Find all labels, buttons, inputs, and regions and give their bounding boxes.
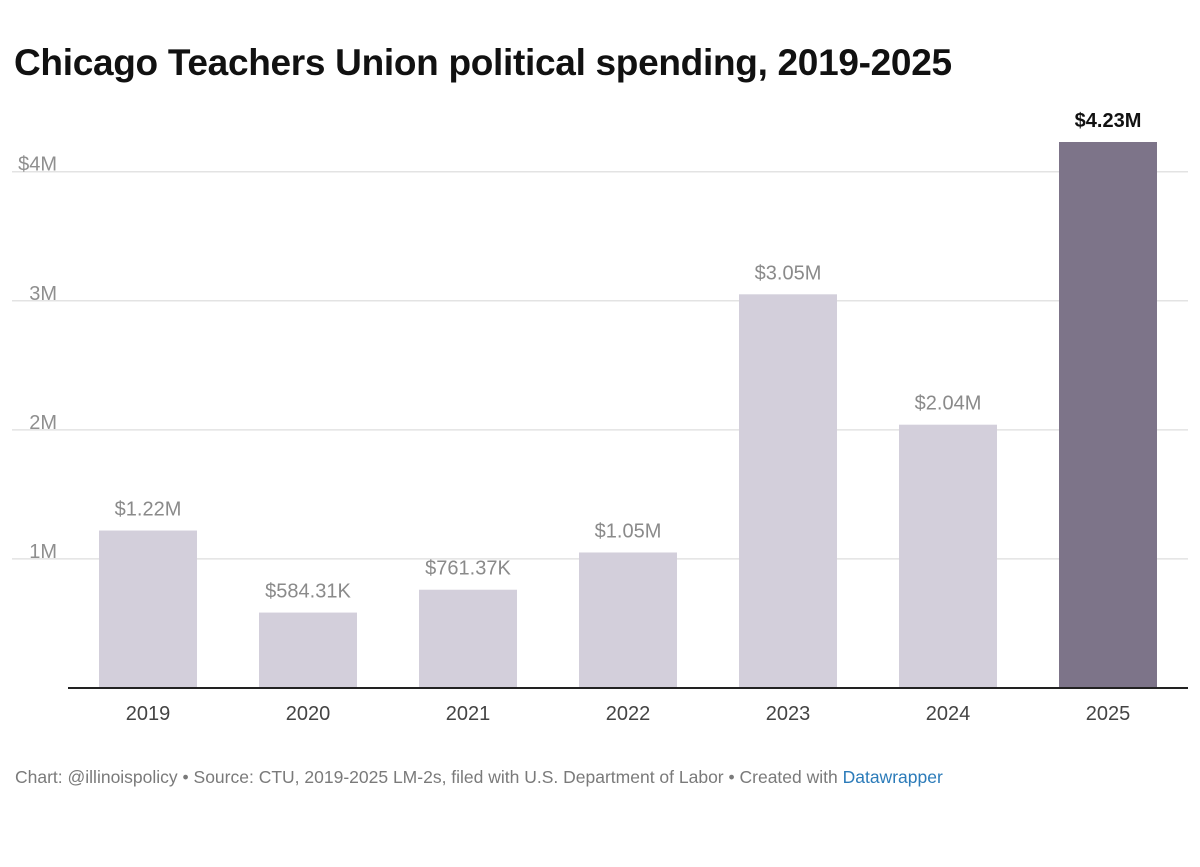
value-label-2023: $3.05M xyxy=(755,262,822,284)
value-label-2019: $1.22M xyxy=(115,499,182,521)
bar-2024 xyxy=(899,424,997,688)
chart-footer: Chart: @illinoispolicy • Source: CTU, 20… xyxy=(15,767,943,788)
y-tick-label: 1M xyxy=(29,541,57,563)
value-label-2022: $1.05M xyxy=(595,520,662,542)
y-tick-label: 2M xyxy=(29,412,57,434)
bar-2022 xyxy=(579,552,677,688)
value-label-2024: $2.04M xyxy=(915,393,982,415)
bar-2025 xyxy=(1059,142,1157,688)
x-tick-label-2023: 2023 xyxy=(766,703,811,725)
x-tick-label-2025: 2025 xyxy=(1086,703,1131,725)
bar-2023 xyxy=(739,294,837,688)
bars xyxy=(99,142,1157,688)
x-tick-label-2020: 2020 xyxy=(286,703,331,725)
y-tick-label: 3M xyxy=(29,283,57,305)
x-tick-label-2021: 2021 xyxy=(446,703,491,725)
bar-2020 xyxy=(259,612,357,688)
bar-2021 xyxy=(419,589,517,688)
x-tick-label-2019: 2019 xyxy=(126,703,171,725)
chart-title: Chicago Teachers Union political spendin… xyxy=(14,42,952,83)
axes: 1M 2M 3M $4M 2019 2020 2021 2022 2023 2024 2025 xyxy=(18,154,1188,725)
bar-chart: $1.22M $584.31K $761.37K $1.05M $3.05M $2.04M… xyxy=(12,110,1188,725)
y-tick-label: $4M xyxy=(18,154,57,176)
value-label-2025: $4.23M xyxy=(1075,110,1142,132)
datawrapper-link[interactable]: Datawrapper xyxy=(842,767,943,787)
x-tick-label-2024: 2024 xyxy=(926,703,971,725)
footer-credits: Chart: @illinoispolicy • Source: CTU, 20… xyxy=(15,767,843,787)
gridlines xyxy=(12,170,1188,560)
value-labels: $1.22M $584.31K $761.37K $1.05M $3.05M $2.04M… xyxy=(115,110,1142,603)
x-tick-label-2022: 2022 xyxy=(606,703,651,725)
bar-2019 xyxy=(99,530,197,688)
value-label-2021: $761.37K xyxy=(425,558,511,580)
value-label-2020: $584.31K xyxy=(265,581,351,603)
